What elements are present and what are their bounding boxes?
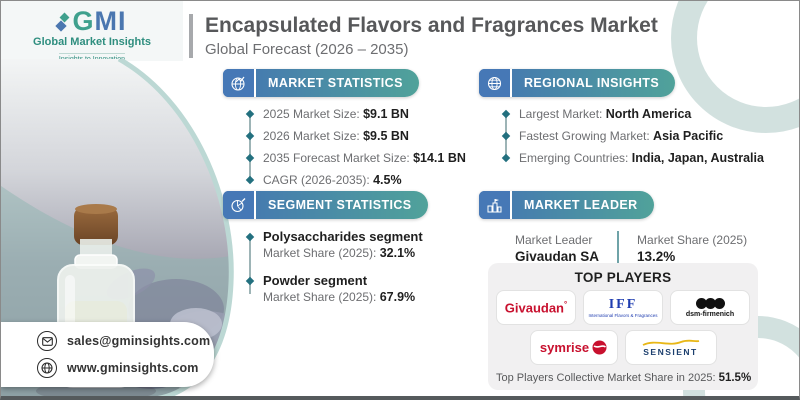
contact-email-text: sales@gminsights.com — [67, 334, 211, 348]
market-statistics-list: 2025 Market Size: $9.1 BN 2026 Market Si… — [247, 107, 466, 187]
sensient-wave-icon — [642, 339, 699, 346]
market-leader-title: MARKET LEADER — [524, 198, 638, 212]
page-subtitle: Global Forecast (2026 – 2035) — [205, 41, 409, 59]
market-statistics-title: MARKET STATISTICS — [268, 76, 403, 90]
leader-share: 13.2% — [637, 248, 676, 264]
segment-statistics-title: SEGMENT STATISTICS — [268, 198, 412, 212]
contact-website[interactable]: www.gminsights.com — [37, 358, 202, 378]
leader-name-block: Market Leader Givaudan SA — [515, 232, 600, 264]
pie-magnifier-icon — [223, 191, 256, 219]
logo-sensient: SENSIENT — [624, 330, 717, 365]
globe-chart-icon — [223, 69, 256, 97]
market-statistics-header: MARKET STATISTICS — [223, 69, 419, 97]
contact-website-text: www.gminsights.com — [67, 361, 199, 375]
section-regional-insights: REGIONAL INSIGHTS Largest Market: North … — [479, 69, 764, 173]
segment-statistics-list: Polysaccharides segment Market Share (20… — [247, 229, 428, 304]
logo-givaudan: Givaudan° — [496, 290, 576, 325]
market-leader-content: Market Leader Givaudan SA Market Share (… — [515, 231, 747, 265]
list-item: 2025 Market Size: $9.1 BN — [263, 107, 466, 121]
brand-name: Global Market Insights — [33, 36, 151, 48]
list-item: Largest Market: North America — [519, 107, 764, 121]
section-market-statistics: MARKET STATISTICS 2025 Market Size: $9.1… — [223, 69, 466, 195]
top-players-title: TOP PLAYERS — [574, 270, 672, 285]
top-players-row-1: Givaudan° IFF International Flavors & Fr… — [496, 290, 750, 325]
top-players-panel: TOP PLAYERS Givaudan° IFF International … — [488, 263, 758, 390]
list-item: Polysaccharides segment Market Share (20… — [263, 229, 428, 260]
leader-share-block: Market Share (2025) 13.2% — [637, 232, 748, 264]
industry-leader-icon — [479, 191, 512, 219]
page-title: Encapsulated Flavors and Fragrances Mark… — [205, 14, 658, 37]
leader-name: Givaudan SA — [515, 248, 600, 264]
segment-statistics-header: SEGMENT STATISTICS — [223, 191, 428, 219]
contact-card: sales@gminsights.com www.gminsights.com — [1, 322, 214, 387]
list-item: Emerging Countries: India, Japan, Austra… — [519, 151, 764, 165]
gmi-logo: GMI Global Market Insights Insights to I… — [17, 8, 167, 66]
logo-dsm-firmenich: dsm-firmenich — [670, 290, 750, 325]
gmi-wordmark: GMI — [72, 6, 127, 36]
top-players-row-2: symrise SENSIENT — [496, 330, 750, 365]
gmi-diamonds-icon — [55, 12, 70, 32]
top-players-collective-share: Top Players Collective Market Share in 2… — [496, 372, 752, 384]
logo-iff: IFF International Flavors & Fragrances — [583, 290, 663, 325]
divider — [617, 231, 620, 265]
regional-insights-title: REGIONAL INSIGHTS — [524, 76, 660, 90]
dsm-firmenich-dots-icon — [695, 297, 725, 309]
list-item: Fastest Growing Market: Asia Pacific — [519, 129, 764, 143]
logo-symrise: symrise — [529, 330, 618, 365]
globe-icon — [37, 358, 57, 378]
section-market-leader: MARKET LEADER Market Leader Givaudan SA … — [479, 191, 747, 265]
list-item: Powder segment Market Share (2025): 67.9… — [263, 273, 428, 304]
header-title-block: Encapsulated Flavors and Fragrances Mark… — [189, 14, 658, 59]
list-item: 2035 Forecast Market Size: $14.1 BN — [263, 151, 466, 165]
list-item: CAGR (2026-2035): 4.5% — [263, 173, 466, 187]
symrise-globe-icon — [592, 340, 607, 355]
section-segment-statistics: SEGMENT STATISTICS Polysaccharides segme… — [223, 191, 428, 317]
list-item: 2026 Market Size: $9.5 BN — [263, 129, 466, 143]
envelope-icon — [37, 331, 57, 351]
regional-insights-list: Largest Market: North America Fastest Gr… — [503, 107, 764, 165]
globe-icon — [479, 69, 512, 97]
regional-insights-header: REGIONAL INSIGHTS — [479, 69, 676, 97]
market-leader-header: MARKET LEADER — [479, 191, 654, 219]
logo-background — [1, 1, 183, 61]
contact-email[interactable]: sales@gminsights.com — [37, 331, 210, 351]
